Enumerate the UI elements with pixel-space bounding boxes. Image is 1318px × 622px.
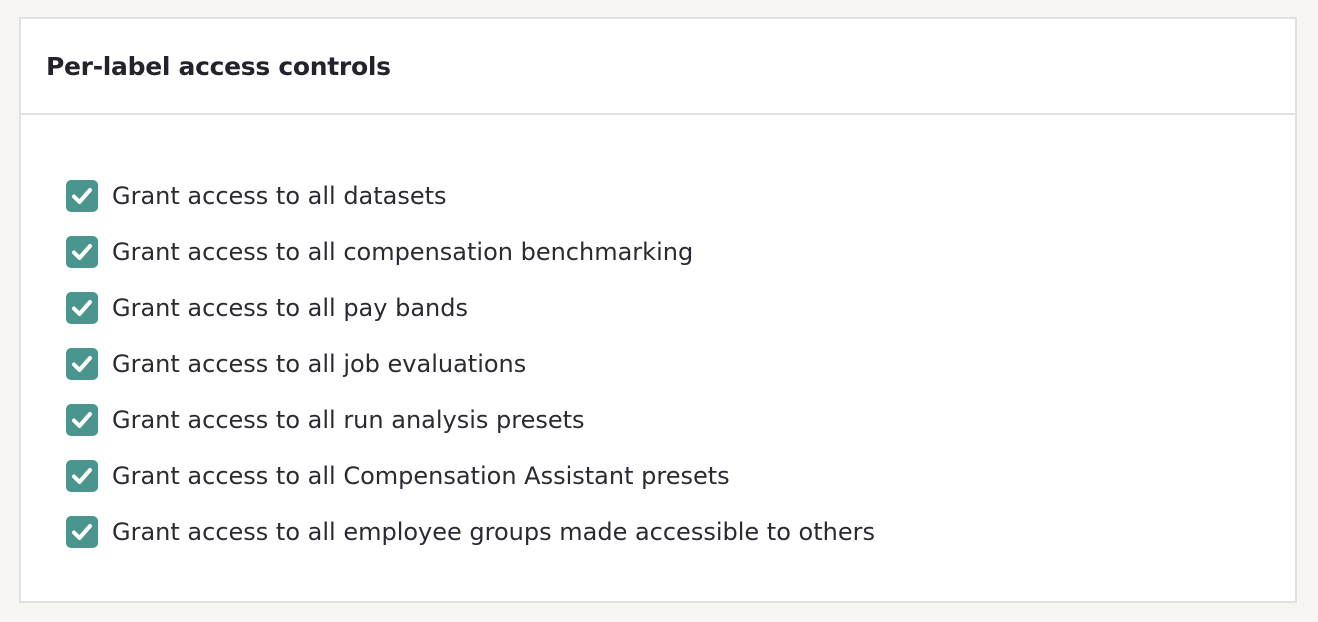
option-label: Grant access to all job evaluations [112,350,527,378]
checkbox[interactable] [66,460,98,492]
option-label: Grant access to all run analysis presets [112,406,585,434]
option-row[interactable]: Grant access to all employee groups made… [66,504,1295,560]
option-label: Grant access to all pay bands [112,294,468,322]
access-controls-card: Per-label access controls Grant access t… [19,17,1297,603]
checkbox[interactable] [66,236,98,268]
option-row[interactable]: Grant access to all Compensation Assista… [66,448,1295,504]
option-row[interactable]: Grant access to all compensation benchma… [66,224,1295,280]
checkbox[interactable] [66,404,98,436]
checkmark-icon [72,188,92,204]
option-label: Grant access to all Compensation Assista… [112,462,730,490]
option-label: Grant access to all datasets [112,182,447,210]
option-row[interactable]: Grant access to all run analysis presets [66,392,1295,448]
checkmark-icon [72,412,92,428]
checkbox[interactable] [66,292,98,324]
option-row[interactable]: Grant access to all job evaluations [66,336,1295,392]
option-row[interactable]: Grant access to all datasets [66,168,1295,224]
checkmark-icon [72,356,92,372]
checkmark-icon [72,300,92,316]
card-title: Per-label access controls [46,51,391,81]
option-label: Grant access to all employee groups made… [112,518,875,546]
option-row[interactable]: Grant access to all pay bands [66,280,1295,336]
checkbox[interactable] [66,180,98,212]
option-label: Grant access to all compensation benchma… [112,238,694,266]
checkmark-icon [72,468,92,484]
options-list: Grant access to all datasets Grant acces… [21,115,1295,560]
checkmark-icon [72,244,92,260]
checkbox[interactable] [66,516,98,548]
card-header: Per-label access controls [21,19,1295,115]
checkbox[interactable] [66,348,98,380]
checkmark-icon [72,524,92,540]
